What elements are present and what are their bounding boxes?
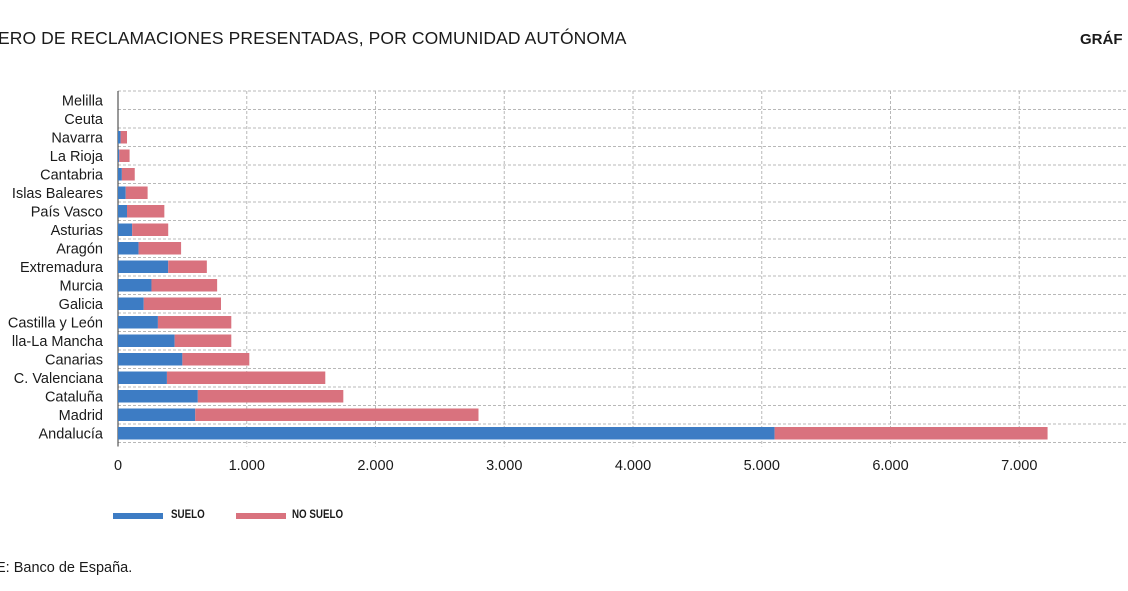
bar-suelo [118,242,139,255]
bar-suelo [118,205,128,218]
bar-suelo [118,186,126,199]
category-label: Canarias [45,352,103,368]
source-note: E: Banco de España. [0,560,133,576]
bar-suelo [118,131,121,144]
bar-suelo [118,353,183,366]
category-label: Castilla y León [8,315,103,331]
category-label: Aragón [56,241,103,257]
bar-no-suelo [182,353,250,366]
bar-no-suelo [166,371,326,384]
bar-no-suelo [125,186,148,199]
x-tick-label: 0 [114,458,122,474]
bar-no-suelo [127,205,165,218]
bar-suelo [118,149,120,162]
bar-no-suelo [157,316,232,329]
bar-chart: Melilla Ceuta Navarra La Rioja Cantabria Isla… [8,90,1128,474]
category-label: Cataluña [45,389,104,405]
chart-title: ERO DE RECLAMACIONES PRESENTADAS, POR CO… [0,28,627,48]
bar-no-suelo [197,390,344,403]
legend-swatch-suelo [113,513,163,519]
legend-label-no-suelo: NO SUELO [292,509,344,521]
category-label: C. Valenciana [14,371,104,387]
category-label: Melilla [62,93,104,109]
category-label: Madrid [59,408,103,424]
bar-suelo [118,408,196,421]
bar-no-suelo [143,297,221,310]
bar-no-suelo [151,279,218,292]
bar-suelo [118,371,167,384]
bar-suelo [118,260,169,273]
bar-suelo [118,390,198,403]
category-label: Asturias [51,223,103,239]
category-label: Ceuta [64,112,104,128]
x-tick-label: 1.000 [229,458,265,474]
bar-no-suelo [174,334,232,347]
bar-no-suelo [195,408,479,421]
bar-suelo [118,223,133,236]
x-tick-label: 4.000 [615,458,651,474]
category-label: La Rioja [50,149,104,165]
x-tick-label: 6.000 [872,458,908,474]
graph-number-label: GRÁF [1080,31,1123,48]
bar-no-suelo [774,427,1048,440]
bar-no-suelo [119,149,130,162]
legend-label-suelo: SUELO [171,509,205,521]
bar-suelo [118,334,175,347]
bar-suelo [118,279,152,292]
bar-no-suelo [132,223,169,236]
bar-no-suelo [138,242,182,255]
category-label: lla-La Mancha [12,334,104,350]
category-label: Navarra [51,130,104,146]
category-label: País Vasco [31,204,103,220]
bar-no-suelo [168,260,207,273]
x-tick-label: 3.000 [486,458,522,474]
category-label: Murcia [59,278,103,294]
x-tick-label: 5.000 [744,458,780,474]
category-label: Extremadura [20,260,104,276]
category-label: Islas Baleares [12,186,103,202]
legend-swatch-no-suelo [236,513,286,519]
x-tick-label: 2.000 [357,458,393,474]
bar-suelo [118,427,775,440]
x-tick-label: 7.000 [1001,458,1037,474]
bar-no-suelo [121,168,135,181]
category-label: Galicia [59,297,104,313]
category-label: Cantabria [40,167,104,183]
bar-no-suelo [120,131,128,144]
bar-suelo [118,316,158,329]
bar-suelo [118,297,144,310]
bar-suelo [118,168,122,181]
category-label: Andalucía [39,426,104,442]
